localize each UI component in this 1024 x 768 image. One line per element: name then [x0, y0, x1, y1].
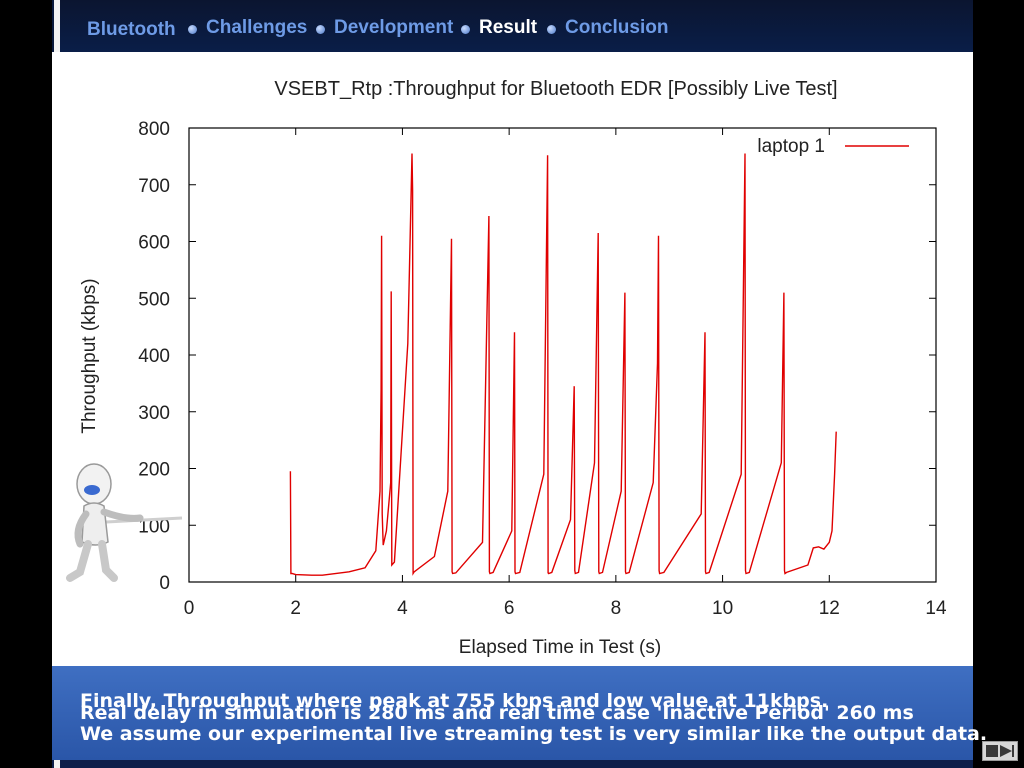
x-tick-label: 0	[184, 598, 195, 619]
x-tick-label: 8	[611, 598, 622, 619]
y-tick-label: 100	[138, 516, 170, 537]
x-tick-label: 4	[397, 598, 408, 619]
top-navigation: Bluetooth Challenges Development Result …	[60, 0, 973, 52]
y-tick-label: 300	[138, 403, 170, 424]
series-line-laptop-1	[289, 153, 837, 576]
y-tick-label: 600	[138, 233, 170, 254]
x-tick-label: 14	[925, 598, 947, 619]
y-axis-label: Throughput (kbps)	[79, 278, 100, 433]
x-axis-label: Elapsed Time in Test (s)	[459, 637, 661, 658]
nav-separator-icon	[188, 25, 197, 34]
caption-line-1a: Finally, Throughput where peak at 755 kb…	[80, 690, 829, 712]
nav-item-development[interactable]: Development	[334, 17, 454, 38]
caption-line-1b: Real delay in simulation is 280 ms and r…	[80, 702, 914, 724]
nav-separator-icon	[461, 25, 470, 34]
nav-item-challenges[interactable]: Challenges	[206, 17, 308, 38]
chart-panel: VSEBT_Rtp :Throughput for Bluetooth EDR …	[52, 52, 973, 666]
x-tick-label: 12	[819, 598, 840, 619]
series-layer	[289, 153, 837, 576]
y-tick-label: 800	[138, 119, 170, 140]
y-tick-label: 200	[138, 460, 170, 481]
y-tick-label: 500	[138, 289, 170, 310]
left-margin	[0, 0, 52, 768]
plot-border	[188, 127, 937, 583]
nav-item-conclusion[interactable]: Conclusion	[565, 17, 669, 38]
axes: 0 2 4 6 8 10 12 14 0 100 200 300 400 500 600 700 800	[138, 119, 947, 619]
presenter-figure-icon	[66, 463, 183, 582]
next-slide-button[interactable]	[982, 741, 1018, 761]
throughput-chart: VSEBT_Rtp :Throughput for Bluetooth EDR …	[79, 78, 947, 658]
y-tick-label: 700	[138, 176, 170, 197]
y-tick-label: 400	[138, 346, 170, 367]
y-tick-label: 0	[159, 573, 170, 594]
x-tick-label: 10	[712, 598, 733, 619]
chart-title: VSEBT_Rtp :Throughput for Bluetooth EDR …	[274, 78, 837, 100]
nav-separator-icon	[547, 25, 556, 34]
legend: laptop 1	[757, 136, 909, 157]
nav-item-bluetooth[interactable]: Bluetooth	[87, 19, 176, 40]
caption-panel: Finally, Throughput where peak at 755 kb…	[52, 666, 987, 760]
nav-separator-icon	[316, 25, 325, 34]
next-slide-icon	[986, 745, 1014, 757]
x-tick-label: 2	[290, 598, 301, 619]
caption-line-2: We assume our experimental live streamin…	[80, 723, 988, 745]
legend-label: laptop 1	[757, 136, 825, 157]
x-tick-label: 6	[504, 598, 515, 619]
nav-item-result[interactable]: Result	[479, 17, 538, 38]
